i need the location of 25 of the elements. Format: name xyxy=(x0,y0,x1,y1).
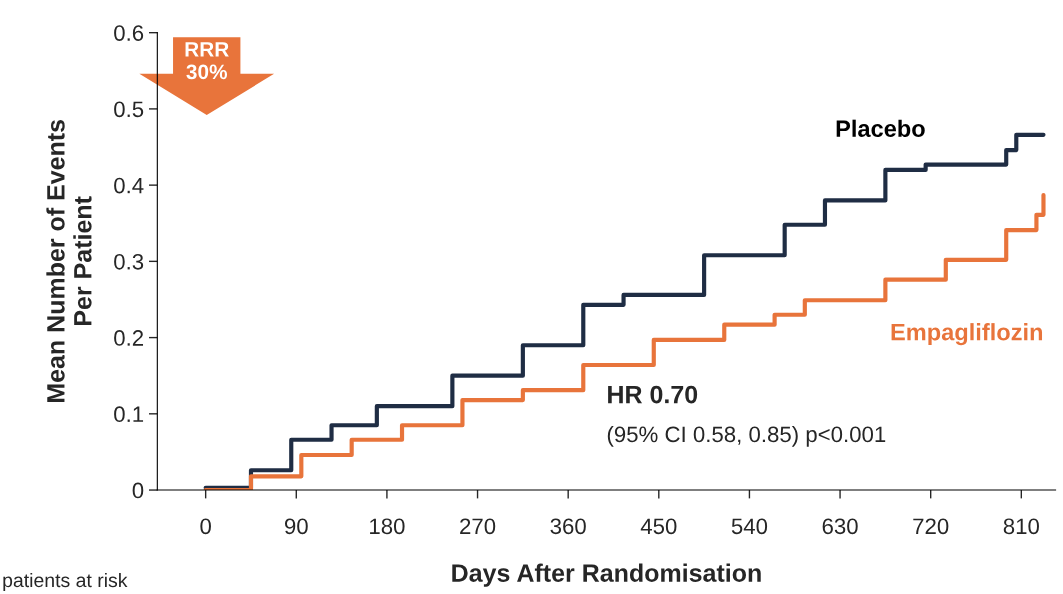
x-tick-label: 810 xyxy=(1003,518,1039,535)
y-tick-label: 0.5 xyxy=(114,101,144,118)
y-tick-label: 0.1 xyxy=(114,406,144,423)
y-tick-label: 0.6 xyxy=(114,25,144,41)
x-tick-label: 270 xyxy=(460,518,496,535)
x-tick-label: 360 xyxy=(550,518,586,535)
y-axis-title: Mean Number of Events Per Patient xyxy=(46,119,92,403)
annotation: (95% CI 0.58, 0.85) p<0.001 xyxy=(607,425,886,447)
x-tick-label: 90 xyxy=(284,518,308,535)
y-tick-label: 0.3 xyxy=(114,253,144,270)
text: patients at risk xyxy=(3,572,128,592)
y-tick-label: 0.2 xyxy=(114,330,144,346)
y-tick-label: 0 xyxy=(132,482,144,499)
annotation: RRR 30% xyxy=(185,42,229,80)
series-label: Empagliflozin xyxy=(891,323,1043,346)
series-label: Placebo xyxy=(836,119,925,138)
x-tick-label: 540 xyxy=(731,518,768,535)
x-tick-label: 0 xyxy=(200,518,211,535)
x-tick-label: 450 xyxy=(640,518,677,535)
y-tick-label: 0.4 xyxy=(114,177,144,194)
x-tick-label: 630 xyxy=(822,518,858,535)
x-tick-label: 180 xyxy=(370,518,405,535)
x-axis-title: Days After Randomisation xyxy=(452,563,761,587)
annotation: HR 0.70 xyxy=(608,385,698,404)
x-tick-label: 720 xyxy=(913,518,949,535)
